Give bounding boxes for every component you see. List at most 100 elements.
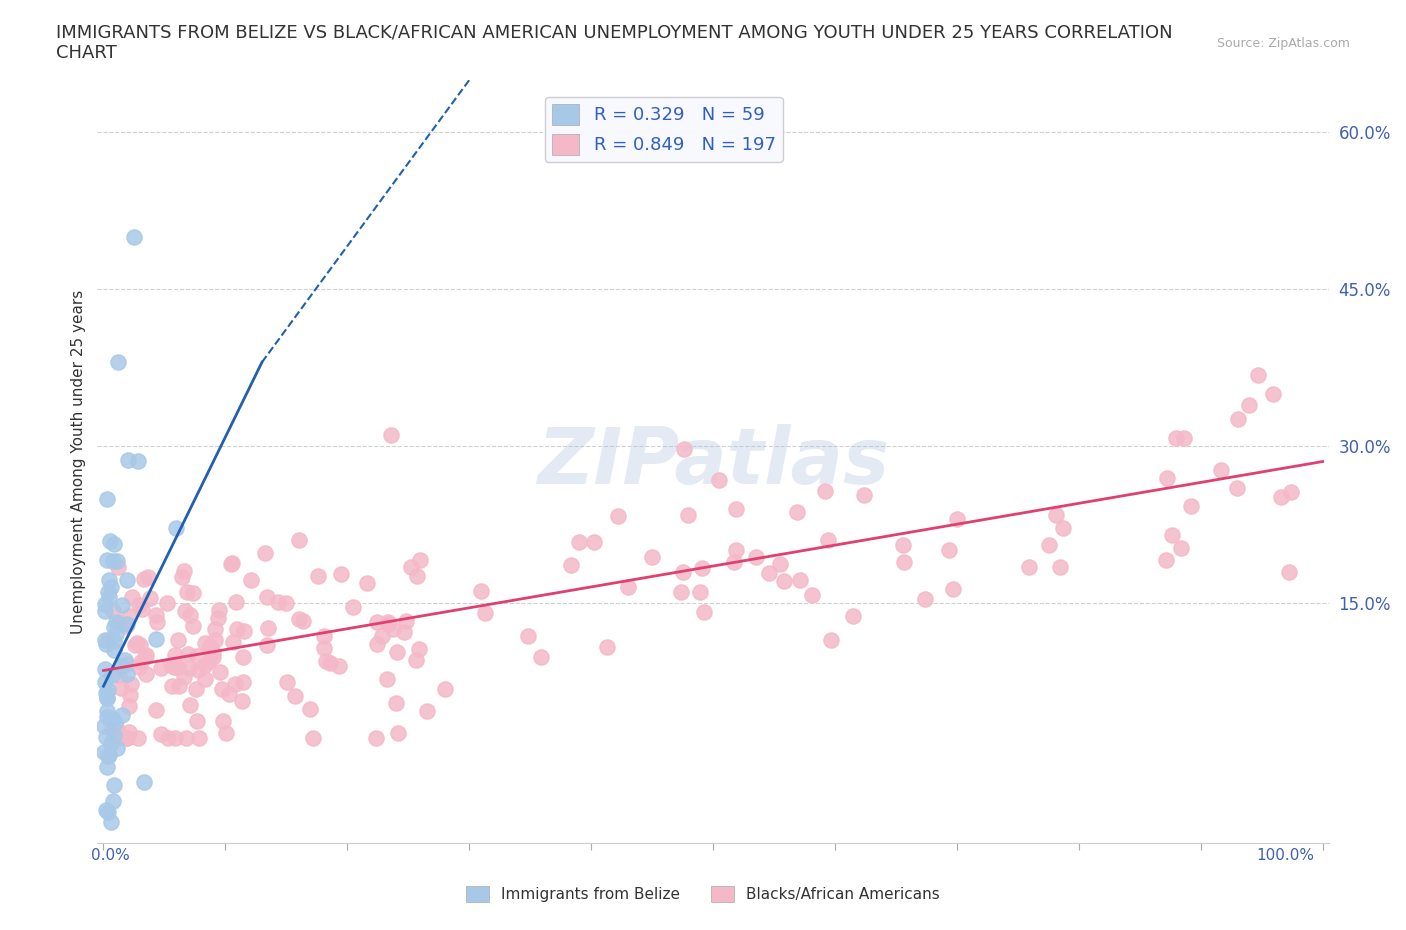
- Point: [319, 656, 342, 671]
- Point: [276, 674, 298, 689]
- Point: [1170, 540, 1192, 555]
- Point: [409, 552, 432, 567]
- Point: [107, 614, 129, 629]
- Point: [820, 633, 842, 648]
- Point: [117, 453, 139, 468]
- Point: [188, 731, 211, 746]
- Point: [200, 638, 222, 653]
- Point: [617, 579, 640, 594]
- Point: [253, 546, 276, 561]
- Point: [100, 668, 122, 683]
- Point: [256, 590, 278, 604]
- Point: [841, 608, 863, 623]
- Point: [179, 608, 201, 623]
- Point: [105, 731, 128, 746]
- Point: [176, 585, 198, 600]
- Point: [104, 715, 127, 730]
- Point: [1247, 368, 1270, 383]
- Point: [96, 552, 118, 567]
- Point: [214, 726, 236, 741]
- Point: [221, 556, 243, 571]
- Point: [274, 596, 297, 611]
- Point: [124, 638, 146, 653]
- Point: [115, 573, 138, 588]
- Point: [1279, 485, 1302, 499]
- Point: [179, 698, 201, 712]
- Point: [1038, 538, 1060, 552]
- Point: [267, 594, 290, 609]
- Point: [1173, 431, 1195, 445]
- Point: [121, 590, 143, 604]
- Point: [769, 557, 792, 572]
- Point: [104, 615, 127, 630]
- Point: [94, 729, 117, 744]
- Point: [176, 731, 198, 746]
- Point: [314, 629, 336, 644]
- Point: [136, 569, 159, 584]
- Text: IMMIGRANTS FROM BELIZE VS BLACK/AFRICAN AMERICAN UNEMPLOYMENT AMONG YOUTH UNDER : IMMIGRANTS FROM BELIZE VS BLACK/AFRICAN …: [56, 23, 1173, 62]
- Point: [517, 629, 540, 644]
- Point: [758, 565, 780, 580]
- Point: [406, 568, 429, 583]
- Point: [103, 727, 125, 742]
- Point: [97, 590, 120, 604]
- Point: [723, 555, 745, 570]
- Point: [110, 658, 132, 673]
- Point: [96, 691, 118, 706]
- Point: [96, 760, 118, 775]
- Point: [194, 635, 217, 650]
- Point: [219, 556, 242, 571]
- Point: [127, 636, 149, 651]
- Point: [101, 711, 124, 726]
- Point: [693, 604, 716, 619]
- Point: [233, 623, 256, 638]
- Point: [94, 685, 117, 700]
- Point: [689, 584, 711, 599]
- Point: [1166, 431, 1188, 445]
- Point: [103, 793, 125, 808]
- Point: [94, 637, 117, 652]
- Point: [120, 676, 142, 691]
- Point: [405, 653, 427, 668]
- Point: [134, 649, 156, 664]
- Point: [105, 740, 128, 755]
- Point: [129, 637, 152, 652]
- Point: [212, 713, 235, 728]
- Point: [942, 581, 965, 596]
- Point: [105, 627, 128, 642]
- Point: [1226, 480, 1249, 495]
- Point: [114, 652, 136, 667]
- Point: [97, 585, 120, 600]
- Point: [218, 686, 240, 701]
- Point: [177, 660, 200, 675]
- Point: [118, 724, 141, 739]
- Point: [103, 777, 125, 792]
- Point: [596, 640, 619, 655]
- Point: [328, 659, 350, 674]
- Point: [292, 613, 315, 628]
- Point: [232, 674, 254, 689]
- Point: [329, 566, 352, 581]
- Point: [891, 538, 914, 553]
- Point: [107, 722, 129, 737]
- Point: [165, 731, 187, 746]
- Point: [165, 648, 187, 663]
- Point: [366, 614, 388, 629]
- Point: [224, 676, 246, 691]
- Point: [669, 585, 692, 600]
- Point: [98, 711, 121, 726]
- Point: [145, 703, 167, 718]
- Point: [1049, 560, 1071, 575]
- Point: [198, 653, 221, 668]
- Point: [672, 442, 695, 457]
- Point: [103, 537, 125, 551]
- Point: [914, 591, 936, 606]
- Point: [852, 488, 875, 503]
- Point: [135, 648, 157, 663]
- Point: [117, 698, 139, 713]
- Point: [117, 617, 139, 631]
- Point: [201, 645, 224, 660]
- Point: [101, 604, 124, 618]
- Point: [105, 553, 128, 568]
- Point: [93, 604, 115, 618]
